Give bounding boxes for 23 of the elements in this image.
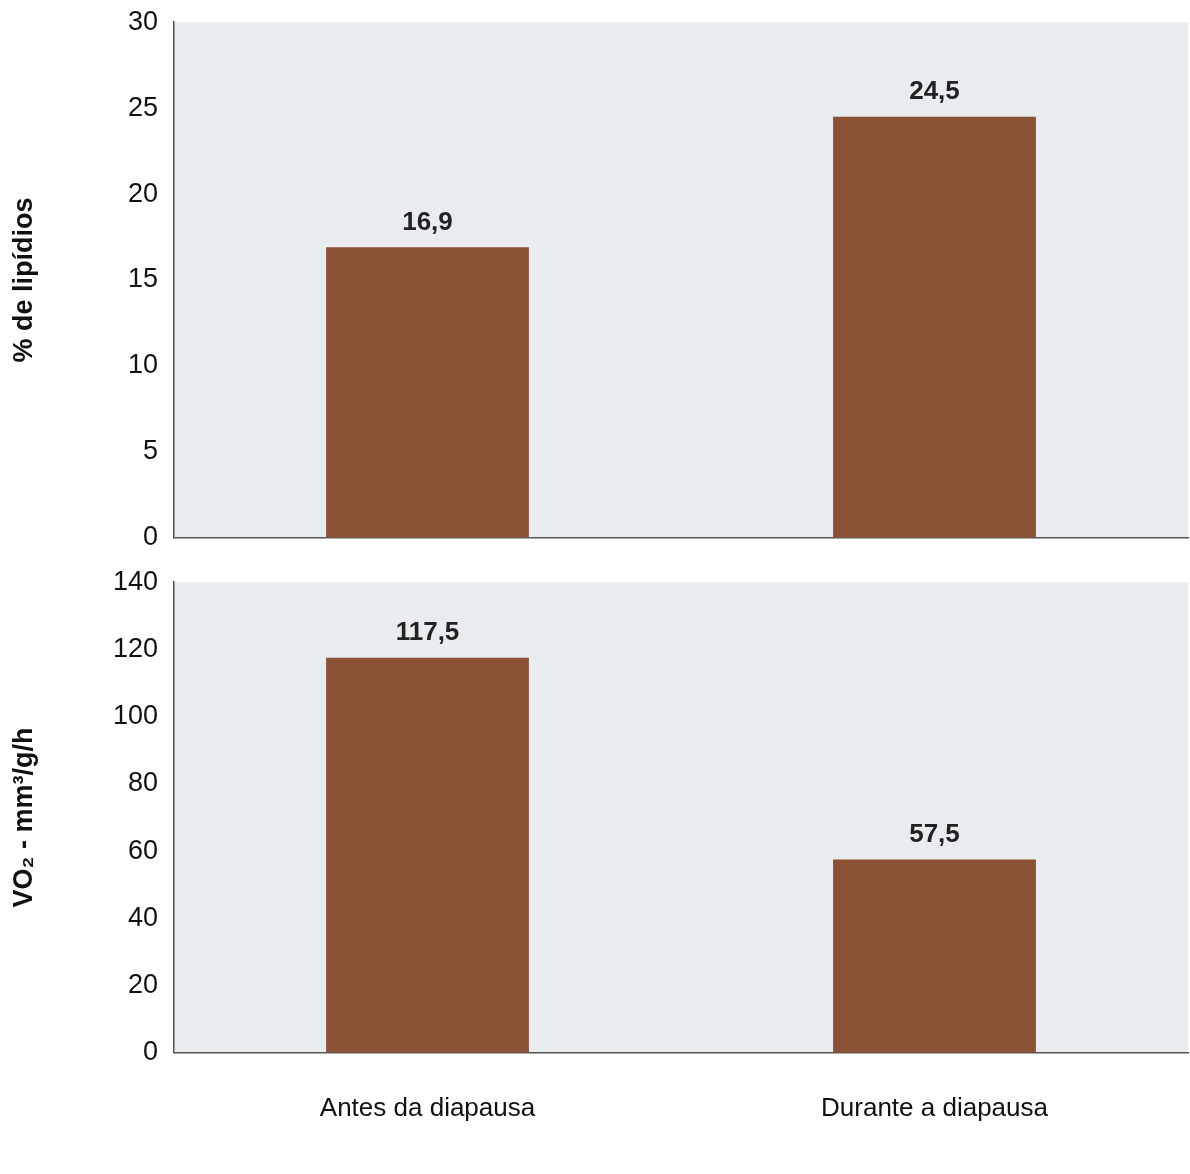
y-axis-title: VO₂ - mm³/g/h [7,727,38,908]
y-tick-label: 20 [127,969,158,1000]
data-label: 24,5 [909,74,960,105]
y-tick-label: 40 [127,901,158,932]
y-axis-title: % de lipídios [7,197,38,363]
y-tick-label: 100 [112,700,158,731]
y-tick-label: 0 [142,1036,158,1067]
y-tick-label: 20 [127,177,158,208]
y-tick-label: 140 [112,565,158,596]
x-tick-label: Antes da diapausa [319,1091,536,1122]
y-tick-label: 25 [127,91,158,122]
y-tick-label: 0 [142,521,158,552]
data-label: 117,5 [395,616,460,646]
y-tick-label: 80 [127,767,158,798]
data-label: 16,9 [402,205,453,236]
x-tick-label: Durante a diapausa [821,1091,1049,1122]
y-tick-label: 15 [127,263,158,294]
data-label: 57,5 [909,817,960,848]
y-tick-label: 10 [127,349,158,380]
y-tick-label: 5 [142,435,158,466]
y-tick-label: 30 [127,5,158,36]
y-tick-label: 60 [127,834,158,865]
y-tick-label: 120 [112,632,158,663]
